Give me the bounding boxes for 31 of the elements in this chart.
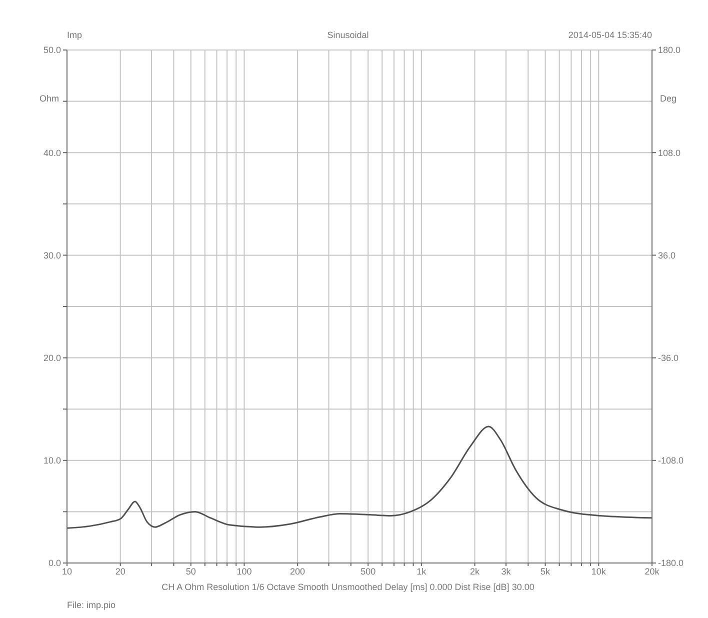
text: File: imp.pio (67, 600, 116, 610)
y2-tick-label: 36.0 (658, 250, 676, 260)
x-tick-label: 50 (186, 566, 196, 576)
y2-tick-label: -180.0 (658, 558, 684, 568)
text: CH A Ohm Resolution 1/6 Octave Smooth Unsmoothed Delay [ms] 0.000 Dist Rise [dB] 30.00 (160, 582, 536, 592)
x-tick-label: 10k (591, 566, 606, 576)
text: 2014-05-04 15:35:40 (568, 30, 652, 40)
y2-tick-label: 180.0 (658, 45, 681, 56)
x-tick-label: 100 (236, 566, 252, 576)
y-tick-label: 20.0 (43, 352, 61, 363)
x-tick-label: 500 (360, 566, 376, 576)
y2-tick-label: 108.0 (658, 148, 681, 158)
y2-axis-title: Deg (660, 93, 677, 104)
x-tick-label: 2k (470, 566, 480, 576)
y-tick-label: 40.0 (43, 148, 61, 158)
text: Imp (67, 30, 82, 40)
y-tick-label: 30.0 (43, 250, 61, 260)
y2-tick-label: -108.0 (658, 456, 684, 466)
y-tick-label: 50.0 (43, 45, 61, 56)
y-tick-label: 10.0 (43, 456, 61, 466)
y-axis-title: Ohm (39, 93, 59, 104)
x-tick-label: 200 (290, 566, 306, 576)
x-tick-label: 5k (540, 566, 551, 576)
x-tick-label: 1k (416, 566, 427, 576)
x-tick-label: 3k (501, 566, 512, 576)
chart-title: Sinusoidal (327, 30, 369, 40)
x-tick-label: 20k (644, 566, 660, 576)
y-tick-label: 0.0 (48, 558, 61, 568)
x-tick-label: 10 (62, 566, 72, 576)
x-tick-label: 20 (115, 566, 126, 576)
y2-tick-label: -36.0 (658, 352, 679, 363)
